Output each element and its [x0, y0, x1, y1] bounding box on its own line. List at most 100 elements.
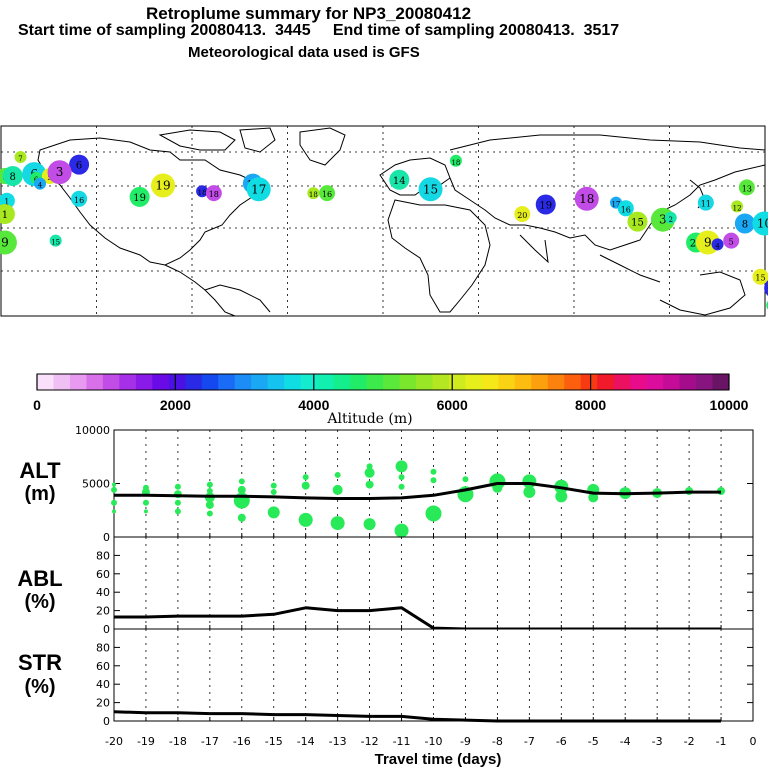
trajectory-marker-label: 1 [2, 210, 8, 221]
colorbar-swatch [465, 374, 483, 390]
colorbar-swatch [69, 374, 87, 390]
x-tick-label: -6 [556, 735, 567, 748]
trajectory-marker [129, 186, 150, 207]
str-axis-label: STR [18, 650, 62, 675]
x-tick-label: -18 [169, 735, 187, 748]
world-map: 7886656341191516191918181817181614151820… [0, 125, 768, 317]
trajectory-marker [47, 160, 72, 185]
colorbar-swatch [498, 374, 516, 390]
alt-sample-point [462, 476, 469, 483]
trajectory-marker-label: 10 [757, 217, 768, 231]
x-tick-label: -16 [233, 735, 251, 748]
colorbar-swatch [234, 374, 252, 390]
trajectory-marker [514, 206, 531, 222]
colorbar-swatch [102, 374, 120, 390]
trajectory-marker-label: 18 [209, 190, 219, 199]
alt-sample-point [588, 492, 599, 503]
alt-sample-point [430, 477, 437, 484]
alt-sample-point [364, 467, 375, 478]
x-tick-label: -14 [297, 735, 315, 748]
colorbar-tick-label: 2000 [160, 397, 191, 413]
alt-sample-point [555, 490, 568, 503]
sampling-times: Start time of sampling 20080413. 3445 En… [18, 22, 620, 39]
str-unit-label: (%) [24, 676, 55, 698]
x-axis-title: Travel time (days) [375, 751, 502, 768]
x-tick-label: -12 [361, 735, 379, 748]
x-tick-label: -1 [716, 735, 727, 748]
trajectory-marker-label: 15 [423, 182, 438, 196]
colorbar-swatch [218, 374, 236, 390]
colorbar-swatch [580, 374, 598, 390]
colorbar-swatch [432, 374, 450, 390]
colorbar-swatch [646, 374, 664, 390]
y-tick-label: 40 [96, 586, 110, 599]
alt-sample-point [363, 518, 376, 531]
trajectory-marker [14, 151, 27, 163]
trajectory-marker-label: 13 [742, 184, 752, 193]
x-tick-label: -15 [265, 735, 283, 748]
colorbar-tick-label: 0 [33, 397, 41, 413]
colorbar-tick-label: 6000 [437, 397, 468, 413]
colorbar-swatch [86, 374, 104, 390]
trajectory-marker [34, 177, 47, 190]
colorbar-swatch [514, 374, 532, 390]
trajectory-marker-label: 1 [4, 198, 9, 207]
colorbar-swatch [613, 374, 631, 390]
colorbar-swatch [481, 374, 499, 390]
trajectory-marker-label: 15 [631, 218, 644, 229]
colorbar-swatch [415, 374, 433, 390]
alt-sample-point [334, 471, 341, 478]
map-frame [0, 125, 766, 317]
y-tick-label: 80 [96, 549, 110, 562]
trajectory-marker-label: 9 [704, 236, 712, 250]
alt-sample-point [398, 483, 405, 490]
trajectory-marker [418, 177, 443, 202]
trajectory-marker-label: 8 [742, 220, 748, 231]
series-line-str [113, 710, 721, 723]
trajectory-marker-label: 14 [393, 176, 406, 187]
colorbar-swatch [135, 374, 153, 390]
colorbar-swatch [679, 374, 697, 390]
alt-sample-point [111, 486, 117, 493]
y-tick-label: 20 [96, 697, 110, 710]
trajectory-marker-label: 16 [621, 205, 631, 214]
colorbar-swatch [663, 374, 681, 390]
y-tick-label: 5000 [82, 478, 110, 491]
colorbar-swatch [383, 374, 400, 390]
x-tick-label: -19 [137, 735, 155, 748]
trajectory-marker [574, 186, 599, 211]
alt-sample-point [112, 482, 116, 487]
trajectory-marker [449, 154, 462, 167]
alt-sample-point [430, 468, 437, 475]
x-tick-label: -13 [329, 735, 347, 748]
colorbar-swatch [201, 374, 219, 390]
series-line-alt [114, 482, 721, 500]
trajectory-marker [731, 200, 744, 213]
x-tick-label: 0 [750, 735, 757, 748]
x-tick-label: -4 [620, 735, 631, 748]
alt-sample-point [394, 523, 409, 538]
alt-sample-point [174, 508, 181, 515]
trajectory-marker [151, 173, 176, 198]
y-tick-label: 60 [96, 568, 110, 581]
colorbar-swatch [37, 374, 54, 390]
trajectory-marker-label: 12 [733, 204, 742, 212]
colorbar-swatch [185, 374, 203, 390]
alt-sample-point [425, 505, 442, 522]
y-tick-label: 40 [96, 678, 110, 691]
trajectory-marker [205, 185, 222, 202]
trajectory-marker-label: 15 [755, 274, 765, 283]
trajectory-marker-label: 2 [668, 216, 672, 224]
trajectory-marker-label: 17 [251, 182, 266, 196]
alt-sample-point [366, 463, 373, 470]
trajectory-marker-label: 16 [74, 196, 84, 205]
trajectory-marker [389, 169, 410, 190]
trajectory-marker [734, 213, 755, 234]
colorbar-swatch [333, 374, 351, 390]
colorbar-swatch [564, 374, 582, 390]
trajectory-marker [627, 211, 648, 232]
trajectory-marker [752, 268, 768, 285]
trajectory-marker-label: 18 [451, 159, 460, 167]
x-tick-label: -8 [492, 735, 503, 748]
